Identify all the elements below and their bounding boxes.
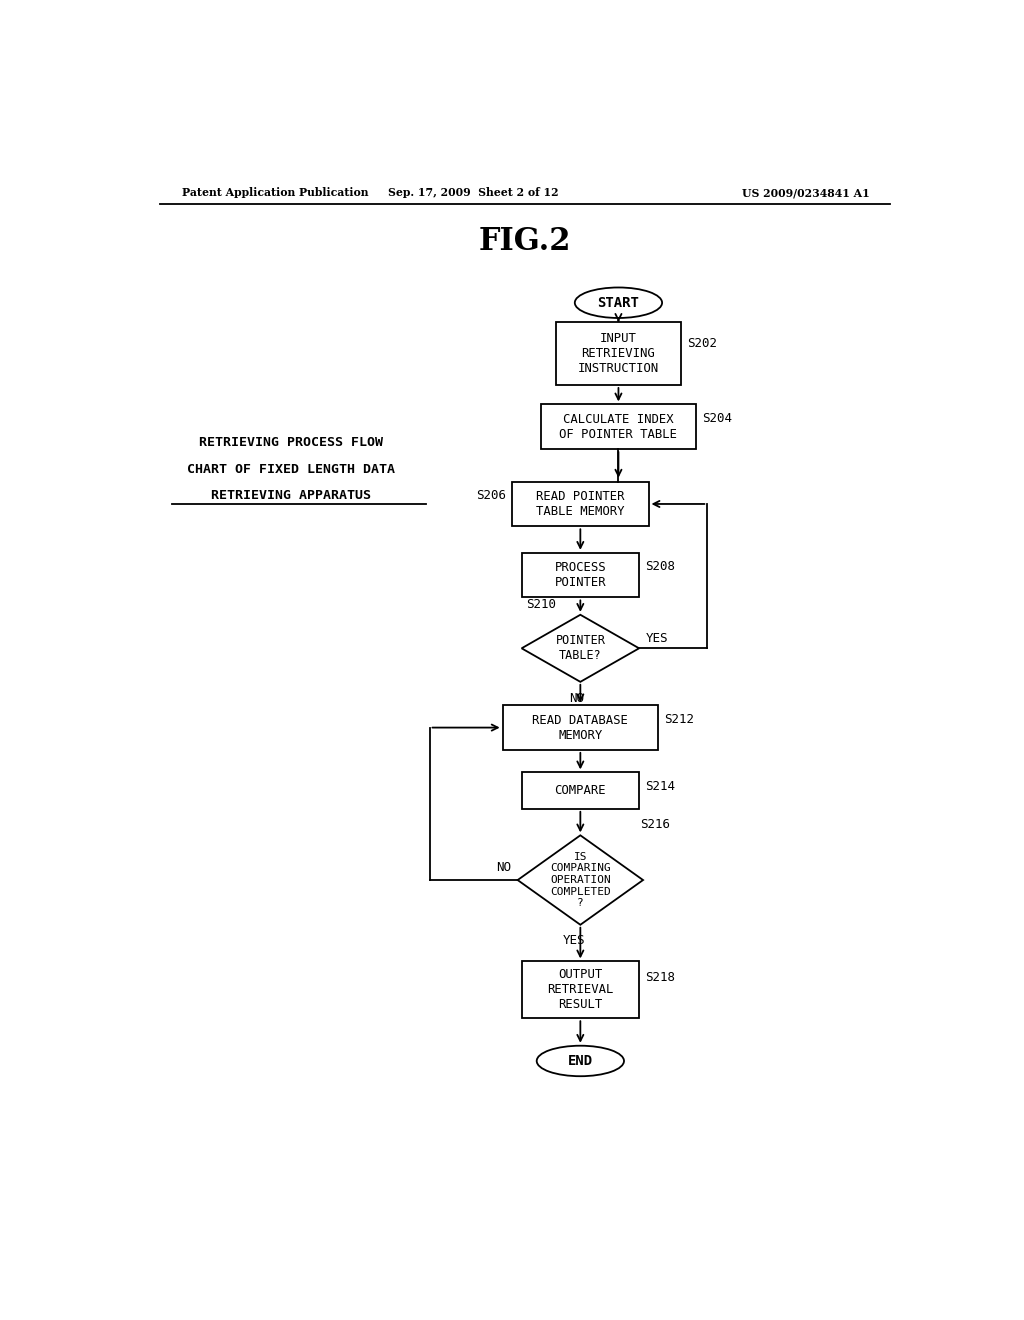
Text: NO: NO bbox=[497, 862, 511, 874]
Text: RETRIEVING APPARATUS: RETRIEVING APPARATUS bbox=[211, 490, 371, 503]
FancyBboxPatch shape bbox=[541, 404, 696, 449]
Text: YES: YES bbox=[563, 933, 586, 946]
Text: PROCESS
POINTER: PROCESS POINTER bbox=[555, 561, 606, 589]
Text: COMPARE: COMPARE bbox=[555, 784, 606, 797]
Text: START: START bbox=[598, 296, 639, 310]
Text: YES: YES bbox=[645, 632, 668, 644]
Text: POINTER
TABLE?: POINTER TABLE? bbox=[555, 635, 605, 663]
Text: RETRIEVING PROCESS FLOW: RETRIEVING PROCESS FLOW bbox=[199, 437, 383, 450]
Text: INPUT
RETRIEVING
INSTRUCTION: INPUT RETRIEVING INSTRUCTION bbox=[578, 333, 659, 375]
Ellipse shape bbox=[537, 1045, 624, 1076]
FancyBboxPatch shape bbox=[521, 553, 639, 598]
Text: S204: S204 bbox=[702, 412, 732, 425]
FancyBboxPatch shape bbox=[556, 322, 681, 385]
Text: S218: S218 bbox=[645, 972, 676, 985]
Text: Patent Application Publication: Patent Application Publication bbox=[182, 187, 369, 198]
Text: S206: S206 bbox=[476, 490, 506, 503]
Text: Sep. 17, 2009  Sheet 2 of 12: Sep. 17, 2009 Sheet 2 of 12 bbox=[388, 187, 558, 198]
Text: CALCULATE INDEX
OF POINTER TABLE: CALCULATE INDEX OF POINTER TABLE bbox=[559, 413, 678, 441]
Text: READ DATABASE
MEMORY: READ DATABASE MEMORY bbox=[532, 714, 629, 742]
FancyBboxPatch shape bbox=[503, 705, 658, 750]
Text: S210: S210 bbox=[526, 598, 556, 611]
Text: OUTPUT
RETRIEVAL
RESULT: OUTPUT RETRIEVAL RESULT bbox=[547, 969, 613, 1011]
Text: NO: NO bbox=[569, 692, 584, 705]
FancyBboxPatch shape bbox=[521, 772, 639, 809]
Text: CHART OF FIXED LENGTH DATA: CHART OF FIXED LENGTH DATA bbox=[186, 463, 394, 477]
Ellipse shape bbox=[574, 288, 663, 318]
Text: S212: S212 bbox=[665, 713, 694, 726]
Text: FIG.2: FIG.2 bbox=[478, 226, 571, 257]
Text: READ POINTER
TABLE MEMORY: READ POINTER TABLE MEMORY bbox=[537, 490, 625, 517]
Text: IS
COMPARING
OPERATION
COMPLETED
?: IS COMPARING OPERATION COMPLETED ? bbox=[550, 851, 610, 908]
Polygon shape bbox=[518, 836, 643, 925]
FancyBboxPatch shape bbox=[512, 482, 648, 527]
Text: S208: S208 bbox=[645, 561, 676, 573]
Text: S216: S216 bbox=[640, 818, 670, 832]
Polygon shape bbox=[521, 615, 639, 682]
Text: END: END bbox=[567, 1053, 593, 1068]
Text: S202: S202 bbox=[687, 337, 718, 350]
Text: US 2009/0234841 A1: US 2009/0234841 A1 bbox=[742, 187, 870, 198]
Text: S214: S214 bbox=[645, 780, 676, 793]
FancyBboxPatch shape bbox=[521, 961, 639, 1018]
